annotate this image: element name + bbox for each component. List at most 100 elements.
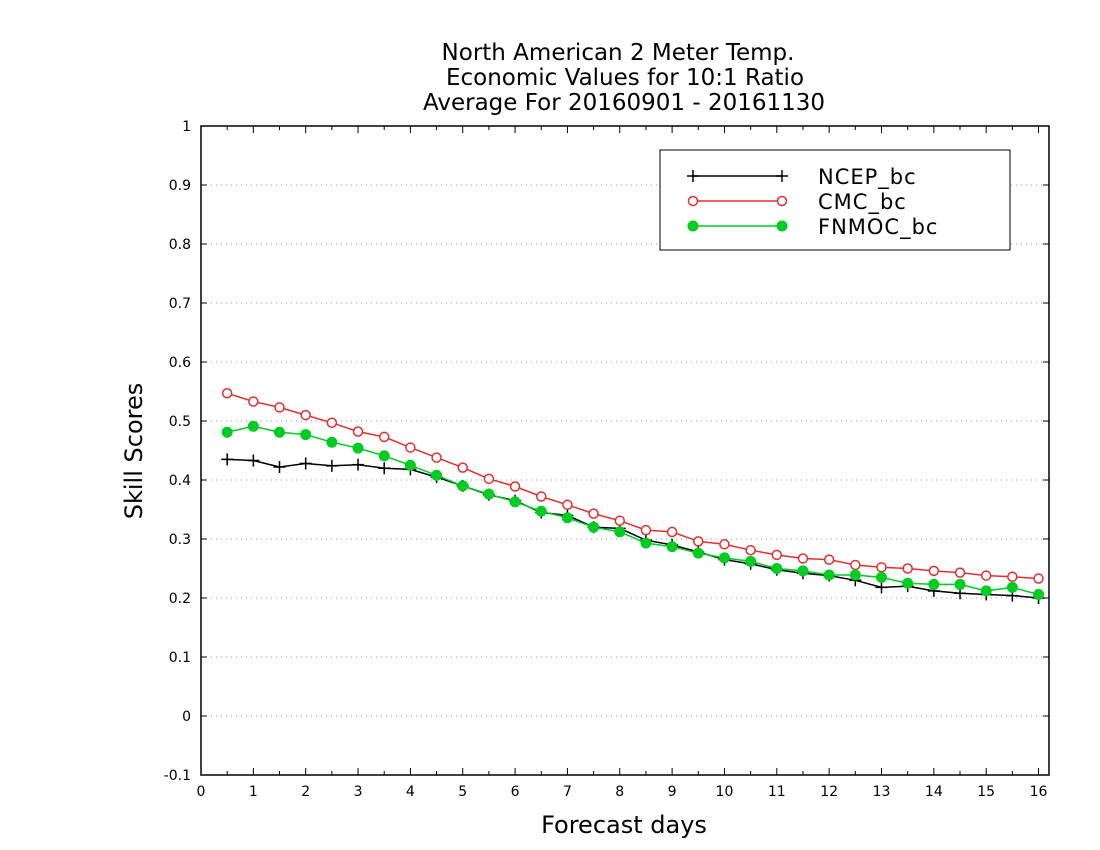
- data-point-fnmoc-bc: [509, 496, 521, 508]
- data-point-cmc-bc: [483, 473, 495, 485]
- y-tick-label: 0.9: [169, 178, 191, 194]
- data-point-fnmoc-bc: [300, 429, 312, 441]
- x-axis: 0 1 2 3 4 5 6 7 8 9 10 11 12 13 14 15 16: [197, 126, 1048, 800]
- x-tick-label: 15: [977, 784, 995, 800]
- legend-marker-fnmoc-bc: [687, 220, 699, 232]
- data-point-fnmoc-bc: [588, 521, 600, 533]
- chart-title-line-2: Economic Values for 10:1 Ratio: [446, 65, 804, 91]
- y-tick-label: 0.3: [169, 532, 191, 548]
- x-tick-label: 11: [768, 784, 786, 800]
- legend-marker-fnmoc-bc: [776, 220, 788, 232]
- series-fnmoc-bc: [221, 420, 1045, 600]
- legend-label-fnmoc-bc: FNMOC_bc: [818, 215, 938, 240]
- legend-label-ncep-bc: NCEP_bc: [818, 165, 917, 190]
- chart-title: North American 2 Meter Temp. Economic Va…: [423, 40, 825, 116]
- y-tick-label: 0.6: [169, 355, 191, 371]
- y-axis-label: Skill Scores: [120, 383, 148, 520]
- data-point-fnmoc-bc: [1033, 588, 1045, 600]
- y-tick-label: 0.1: [169, 650, 191, 666]
- x-tick-label: 0: [197, 784, 206, 800]
- data-point-cmc-bc: [1033, 573, 1044, 584]
- x-tick-label: 12: [820, 784, 838, 800]
- data-point-fnmoc-bc: [352, 442, 364, 454]
- x-tick-label: 8: [615, 784, 624, 800]
- data-point-cmc-bc: [509, 481, 521, 492]
- y-tick-label: 0.2: [169, 591, 191, 607]
- data-point-fnmoc-bc: [849, 569, 861, 581]
- data-point-fnmoc-bc: [902, 577, 914, 589]
- data-point-cmc-bc: [876, 562, 887, 573]
- data-point-cmc-bc: [666, 526, 678, 538]
- series-ncep-bc: [221, 453, 1045, 604]
- data-point-fnmoc-bc: [640, 537, 652, 549]
- data-point-fnmoc-bc: [457, 480, 469, 492]
- legend-box: [659, 149, 1011, 251]
- data-point-cmc-bc: [274, 402, 285, 413]
- plot-area-frame: [200, 125, 1050, 776]
- y-tick-label: 0.5: [169, 414, 191, 430]
- y-tick-label: 0.7: [169, 296, 191, 312]
- legend-item-cmc-bc: CMC_bc: [687, 190, 907, 215]
- data-point-cmc-bc: [640, 524, 652, 536]
- data-point-ncep-bc: [325, 459, 338, 472]
- data-point-cmc-bc: [378, 431, 390, 443]
- x-axis-label: Forecast days: [541, 811, 707, 839]
- data-point-cmc-bc: [405, 442, 416, 453]
- gridlines: [201, 184, 1049, 717]
- data-point-fnmoc-bc: [718, 552, 730, 564]
- data-point-fnmoc-bc: [431, 469, 443, 481]
- series-layer: [221, 388, 1045, 604]
- legend-label-cmc-bc: CMC_bc: [818, 190, 907, 215]
- data-point-cmc-bc: [326, 417, 338, 429]
- data-point-fnmoc-bc: [875, 571, 887, 583]
- legend-marker-cmc-bc: [687, 195, 699, 207]
- x-tick-label: 5: [458, 784, 467, 800]
- legend-item-ncep-bc: NCEP_bc: [687, 165, 917, 190]
- data-point-cmc-bc: [248, 396, 259, 407]
- data-point-fnmoc-bc: [1006, 581, 1018, 593]
- data-point-fnmoc-bc: [247, 420, 259, 432]
- data-point-fnmoc-bc: [692, 547, 704, 559]
- data-point-fnmoc-bc: [954, 578, 966, 590]
- data-point-cmc-bc: [823, 554, 835, 565]
- data-point-fnmoc-bc: [771, 563, 783, 574]
- data-point-ncep-bc: [875, 581, 888, 594]
- y-tick-label: 0: [182, 709, 191, 725]
- x-tick-label: 3: [354, 784, 363, 800]
- data-point-cmc-bc: [1007, 571, 1018, 583]
- data-point-fnmoc-bc: [980, 585, 992, 597]
- data-point-cmc-bc: [614, 515, 626, 526]
- data-point-cmc-bc: [954, 567, 966, 578]
- data-point-fnmoc-bc: [326, 436, 338, 448]
- y-tick-label: 0.8: [169, 237, 191, 253]
- chart-title-line-3: Average For 20160901 - 20161130: [423, 90, 825, 116]
- data-point-ncep-bc: [221, 453, 234, 466]
- legend-marker-ncep-bc: [776, 170, 788, 182]
- data-point-fnmoc-bc: [535, 505, 547, 517]
- data-point-cmc-bc: [693, 536, 704, 547]
- x-tick-label: 13: [873, 784, 891, 800]
- series-cmc-bc: [221, 388, 1044, 584]
- y-tick-label: 1: [182, 119, 191, 135]
- legend-marker-ncep-bc: [687, 170, 699, 182]
- data-point-fnmoc-bc: [614, 526, 626, 538]
- x-tick-label: 9: [668, 784, 677, 800]
- data-point-ncep-bc: [299, 457, 312, 470]
- data-point-cmc-bc: [980, 570, 992, 581]
- data-point-fnmoc-bc: [274, 426, 286, 438]
- data-point-cmc-bc: [771, 549, 783, 561]
- data-point-cmc-bc: [535, 491, 547, 502]
- data-point-cmc-bc: [719, 539, 730, 550]
- data-point-fnmoc-bc: [221, 426, 233, 438]
- data-point-cmc-bc: [221, 388, 233, 399]
- data-point-cmc-bc: [588, 508, 599, 519]
- data-point-fnmoc-bc: [797, 565, 809, 577]
- x-tick-label: 7: [563, 784, 572, 800]
- x-tick-label: 6: [511, 784, 520, 800]
- data-point-cmc-bc: [850, 559, 861, 571]
- data-point-ncep-bc: [378, 462, 391, 475]
- data-point-fnmoc-bc: [745, 555, 757, 567]
- x-tick-label: 1: [249, 784, 258, 800]
